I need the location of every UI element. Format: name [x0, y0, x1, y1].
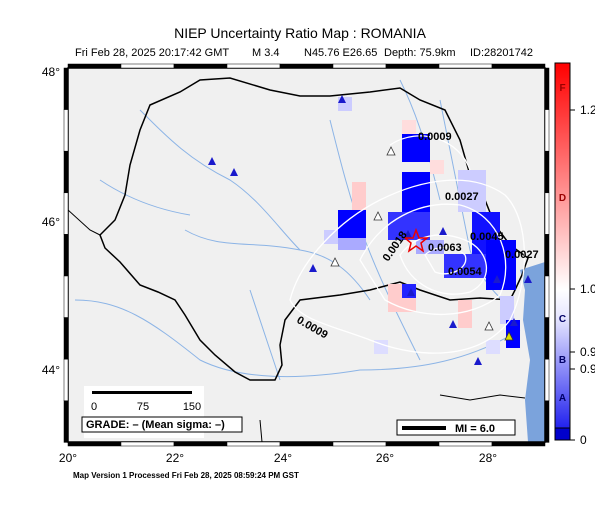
frame-tick — [63, 109, 69, 152]
frame-tick — [544, 150, 550, 194]
frame-tick — [438, 63, 493, 69]
frame-tick — [67, 441, 122, 447]
frame-tick — [120, 63, 175, 69]
frame-tick — [332, 441, 387, 447]
colorbar-min — [554, 427, 571, 441]
frame-tick — [63, 67, 69, 110]
event-magnitude: M 3.4 — [252, 47, 280, 59]
footer: Map Version 1 Processed Fri Feb 28, 2025… — [73, 471, 299, 480]
uncertainty-cells — [324, 97, 520, 354]
grade-box — [81, 416, 243, 433]
event-depth: Depth: 75.9km — [384, 47, 456, 59]
country-border — [99, 77, 529, 381]
title: NIEP Uncertainty Ratio Map : ROMANIA — [174, 25, 426, 41]
frame-tick — [544, 275, 550, 318]
frame-tick — [120, 441, 175, 447]
frame-tick — [63, 234, 69, 277]
epicenter — [402, 227, 430, 253]
lon-label: 20° — [59, 451, 77, 465]
frame-tick — [226, 441, 281, 447]
frame-tick — [491, 63, 546, 69]
frame-tick — [491, 441, 546, 447]
lon-label: 26° — [376, 451, 394, 465]
contour-label: 0.0045 — [470, 231, 504, 243]
colorbar-tick-label: 1.0 — [580, 282, 595, 296]
colorbar-tick-label: 0.9 — [580, 345, 595, 359]
contour-label: 0.0063 — [428, 242, 462, 254]
map-area — [68, 68, 545, 442]
frame-tick — [544, 192, 550, 235]
scale-line — [92, 391, 192, 394]
colorbar-tick-label: 0.9 — [580, 362, 595, 376]
grade-letter: B — [559, 355, 566, 366]
frame-tick — [63, 400, 69, 443]
mi-box — [396, 419, 516, 436]
lon-label: 24° — [274, 451, 292, 465]
frame-tick — [63, 150, 69, 194]
frame-tick — [544, 234, 550, 277]
frame-tick — [63, 192, 69, 235]
grade-letter: D — [559, 193, 566, 204]
colorbar — [554, 62, 571, 429]
stations — [208, 95, 532, 365]
border — [68, 209, 101, 236]
lon-label: 22° — [166, 451, 184, 465]
contours — [289, 135, 526, 354]
frame-tick — [385, 63, 440, 69]
frame-tick — [67, 63, 122, 69]
grade: GRADE: – (Mean sigma: –) — [86, 419, 225, 431]
contour-label: 0.0027 — [505, 249, 539, 261]
frame-tick — [173, 441, 228, 447]
frame-tick — [544, 317, 550, 360]
colorbar-tick-label: 0 — [580, 433, 587, 447]
event-location: N45.76 E26.65 — [304, 47, 377, 59]
frame-tick — [226, 63, 281, 69]
grade-letter: A — [559, 393, 566, 404]
contour-label: 0.0009 — [418, 131, 452, 143]
frame-tick — [332, 63, 387, 69]
frame-tick — [279, 441, 334, 447]
frame-tick — [544, 109, 550, 152]
frame-tick — [438, 441, 493, 447]
frame-tick — [63, 275, 69, 318]
grade-letter: F — [559, 83, 565, 94]
frame-tick — [544, 400, 550, 443]
scale-label: 150 — [183, 401, 201, 413]
frame-tick — [63, 358, 69, 402]
border — [259, 394, 526, 442]
lon-label: 28° — [479, 451, 497, 465]
scale-label: 75 — [137, 401, 149, 413]
event-id: ID:28201742 — [470, 47, 533, 59]
frame-tick — [544, 67, 550, 110]
contour-label: 0.0054 — [448, 266, 483, 278]
black-sea — [520, 262, 545, 442]
lat-label: 48° — [42, 65, 60, 79]
scale-label: 0 — [91, 401, 97, 413]
grade-letter: C — [559, 314, 566, 325]
lat-label: 46° — [42, 215, 60, 229]
lat-label: 44° — [42, 363, 60, 377]
frame-tick — [385, 441, 440, 447]
frame-tick — [544, 358, 550, 402]
frame-tick — [63, 317, 69, 360]
mi: MI = 6.0 — [455, 423, 495, 435]
colorbar-tick-label: 1.2 — [580, 103, 595, 117]
frame-tick — [173, 63, 228, 69]
event-date: Fri Feb 28, 2025 20:17:42 GMT — [75, 47, 229, 59]
contour-label: 0.0027 — [445, 191, 479, 203]
frame-tick — [279, 63, 334, 69]
